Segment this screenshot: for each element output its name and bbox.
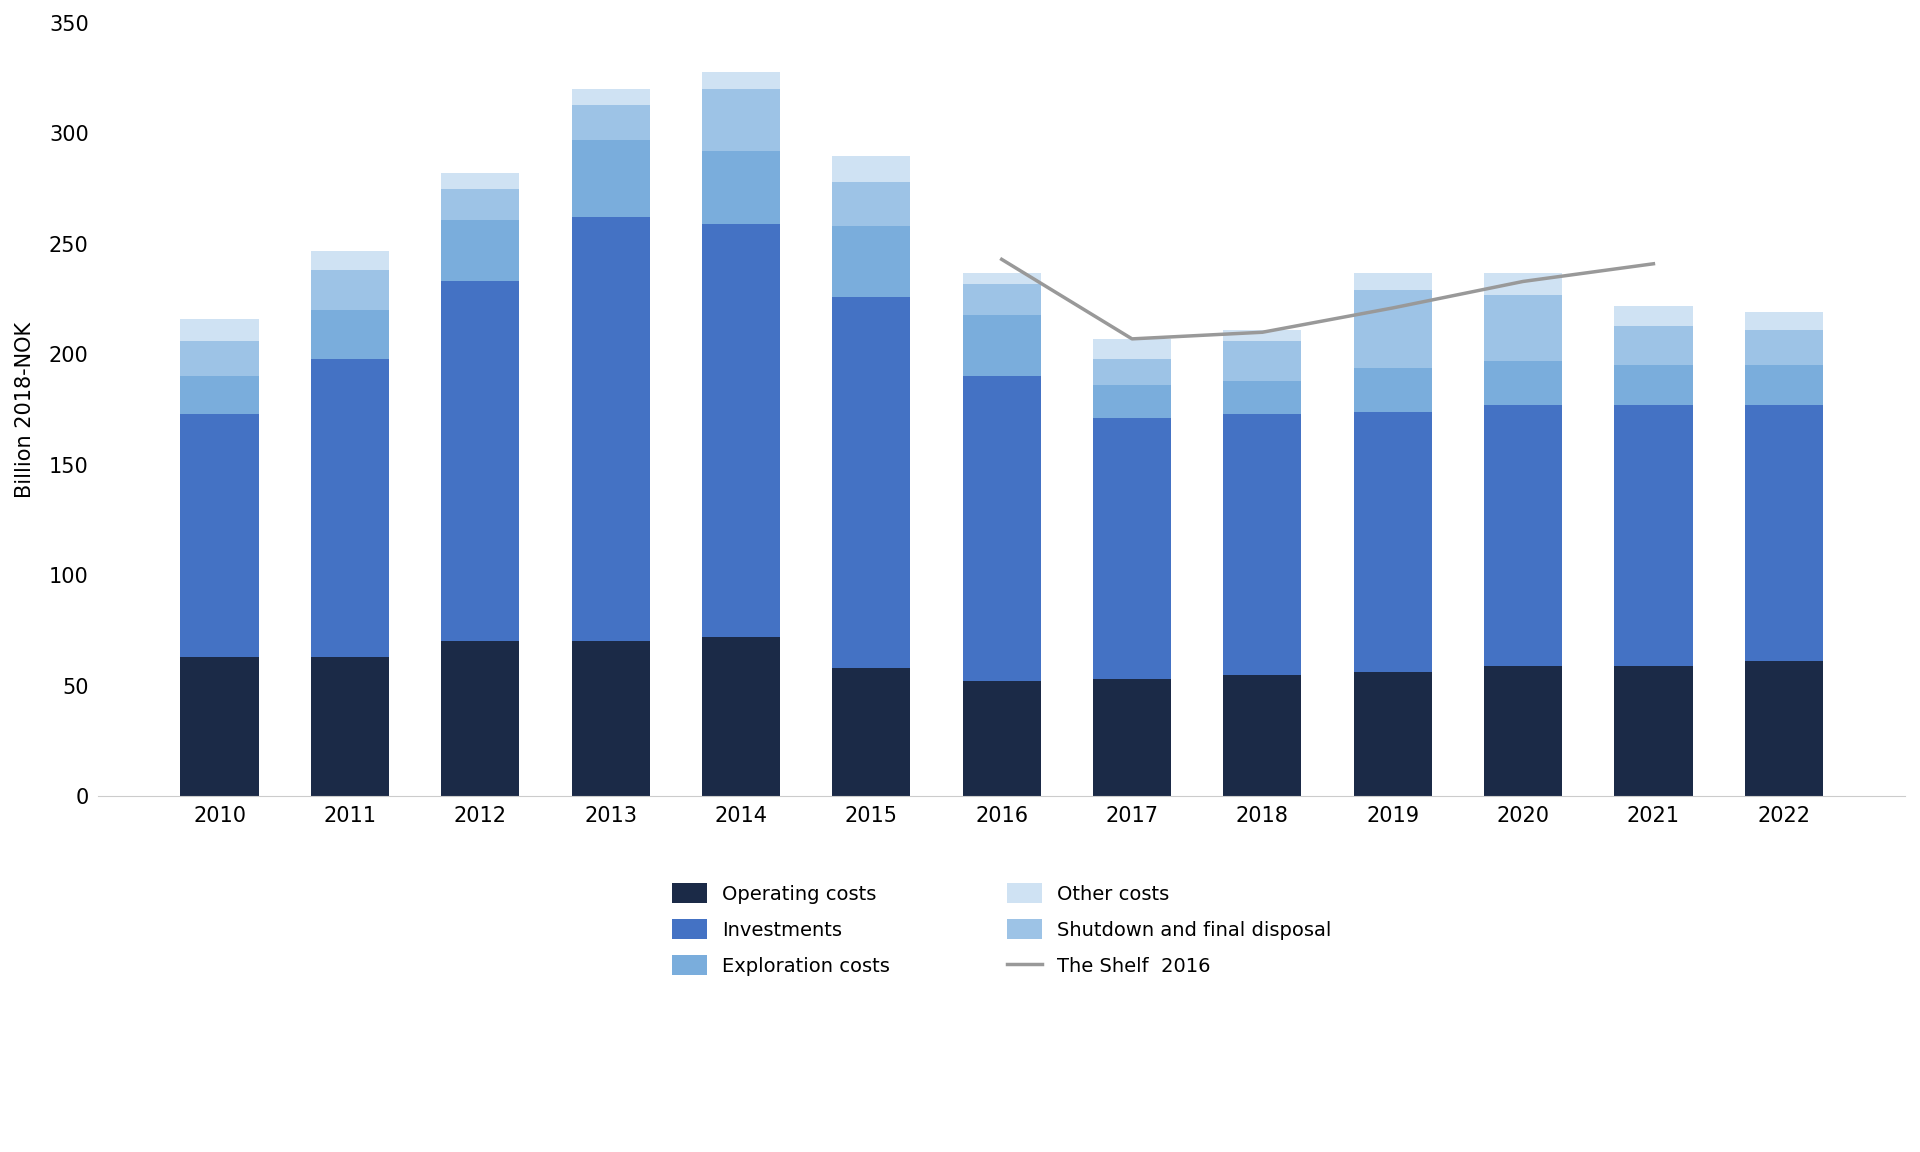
Bar [311,310,390,358]
Bar [1223,381,1302,414]
Bar [703,223,780,637]
Bar [962,283,1041,314]
Bar [703,89,780,151]
Bar [180,319,259,341]
Bar [1092,418,1171,679]
Bar [1745,312,1822,329]
Bar [572,89,649,105]
Bar [962,273,1041,283]
Bar [1223,414,1302,675]
Bar [572,218,649,642]
The Shelf  2016 [1642,257,1665,271]
Bar [1745,329,1822,365]
Legend: Operating costs, Investments, Exploration costs, Other costs, Shutdown and final: Operating costs, Investments, Exploratio… [672,884,1332,976]
Bar [1092,339,1171,358]
Bar [962,377,1041,681]
Bar [962,681,1041,796]
Bar [1615,365,1693,406]
Bar [831,182,910,226]
Bar [180,377,259,414]
Bar [1354,273,1432,290]
Bar [311,271,390,310]
The Shelf  2016 [1121,332,1144,346]
Bar [831,297,910,668]
Bar [572,642,649,796]
Bar [1223,329,1302,341]
Bar [180,657,259,796]
Bar [1615,305,1693,326]
Bar [1223,675,1302,796]
The Shelf  2016 [1250,325,1273,339]
Bar [311,657,390,796]
Bar [442,642,520,796]
Bar [572,141,649,218]
Bar [1615,326,1693,365]
Y-axis label: Billion 2018-NOK: Billion 2018-NOK [15,321,35,498]
Bar [1092,679,1171,796]
Bar [1615,406,1693,666]
Bar [442,189,520,220]
Bar [831,668,910,796]
The Shelf  2016 [1380,301,1404,314]
Bar [1092,358,1171,385]
Bar [311,250,390,271]
Bar [180,341,259,377]
Bar [1484,273,1563,295]
Bar [703,71,780,89]
Bar [703,637,780,796]
Bar [1484,361,1563,406]
Bar [962,314,1041,377]
Bar [1354,411,1432,673]
Bar [1092,385,1171,418]
Bar [831,226,910,297]
Bar [442,173,520,189]
Bar [311,358,390,657]
Bar [1223,341,1302,381]
Bar [572,105,649,141]
Bar [1745,661,1822,796]
Bar [1615,666,1693,796]
Bar [1484,406,1563,666]
Bar [1354,673,1432,796]
Bar [1745,365,1822,406]
Bar [1354,367,1432,411]
The Shelf  2016 [991,252,1014,266]
Bar [1484,666,1563,796]
Bar [1354,290,1432,367]
Bar [703,151,780,223]
Bar [831,156,910,182]
Line: The Shelf  2016: The Shelf 2016 [1002,259,1653,339]
The Shelf  2016 [1511,274,1534,288]
Bar [1745,406,1822,661]
Bar [1484,295,1563,361]
Bar [442,281,520,642]
Bar [442,220,520,281]
Bar [180,414,259,657]
